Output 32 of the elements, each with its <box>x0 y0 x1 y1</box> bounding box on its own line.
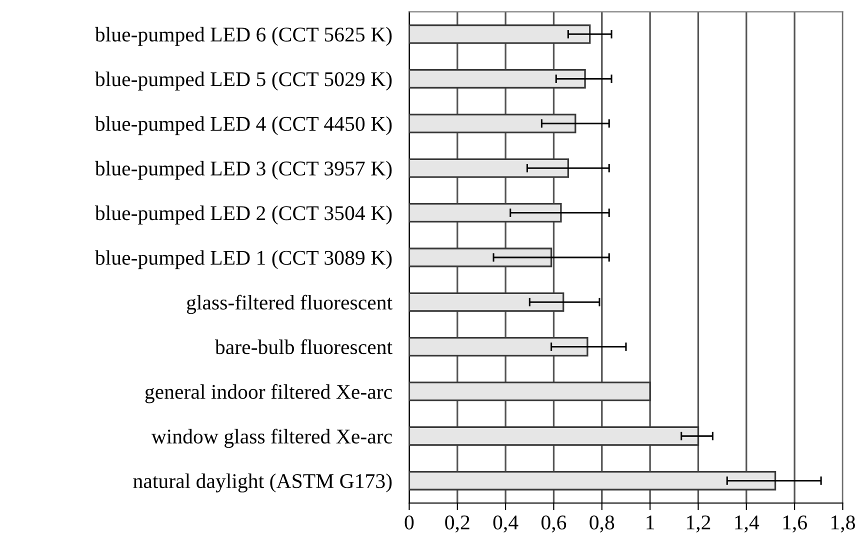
y-tick-label: general indoor filtered Xe-arc <box>145 384 392 404</box>
bar <box>409 336 588 357</box>
bar <box>409 69 586 89</box>
y-tick-label: blue-pumped LED 3 (CCT 3957 K) <box>94 160 392 180</box>
bar <box>409 248 552 268</box>
bar <box>409 292 564 312</box>
x-tick-label: 1 <box>646 516 654 530</box>
bar <box>409 382 651 402</box>
y-tick-label: natural daylight (ASTM G173) <box>133 473 392 492</box>
bar <box>409 203 562 223</box>
y-tick-label: blue-pumped LED 1 (CCT 3089 K) <box>94 250 392 270</box>
x-tick-label: 1,4 <box>735 516 760 532</box>
y-tick-label: glass-filtered fluorescent <box>186 294 392 314</box>
x-tick-label: 0,4 <box>493 515 518 532</box>
x-tick-label: 0,2 <box>445 515 470 532</box>
x-tick-label: 0 <box>404 515 414 530</box>
x-tick-label: 0,8 <box>590 515 614 532</box>
x-tick-label: 1,8 <box>832 515 855 532</box>
bar <box>409 114 576 134</box>
y-tick-label: blue-pumped LED 4 (CCT 4450 K) <box>94 116 392 136</box>
y-tick-label: blue-pumped LED 2 (CCT 3504 K) <box>94 206 392 224</box>
bar <box>409 24 591 44</box>
y-tick-label: blue-pumped LED 5 (CCT 5029 K) <box>94 72 392 90</box>
y-tick-label: window glass filtered Xe-arc <box>151 428 392 448</box>
y-tick-label: bare-bulb fluorescent <box>214 339 392 354</box>
bar <box>409 470 776 490</box>
bar <box>409 426 700 446</box>
x-tick-label: 1,6 <box>783 515 807 532</box>
x-tick-label: 1,2 <box>687 515 710 532</box>
x-tick-label: 0,6 <box>541 515 566 532</box>
bar <box>409 158 570 178</box>
y-tick-label: blue-pumped LED 6 (CCT 5625 K) <box>94 26 392 46</box>
